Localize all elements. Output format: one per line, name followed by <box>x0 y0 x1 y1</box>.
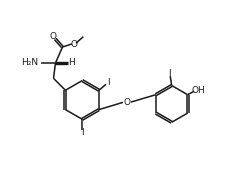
Text: OH: OH <box>192 86 205 95</box>
Text: O: O <box>49 32 56 41</box>
Text: O: O <box>124 98 131 107</box>
Text: I: I <box>81 128 84 137</box>
Text: I: I <box>168 69 171 78</box>
Text: O: O <box>71 40 78 49</box>
Text: H: H <box>68 58 75 68</box>
Text: I: I <box>107 78 109 87</box>
Text: H₂N: H₂N <box>21 58 38 68</box>
